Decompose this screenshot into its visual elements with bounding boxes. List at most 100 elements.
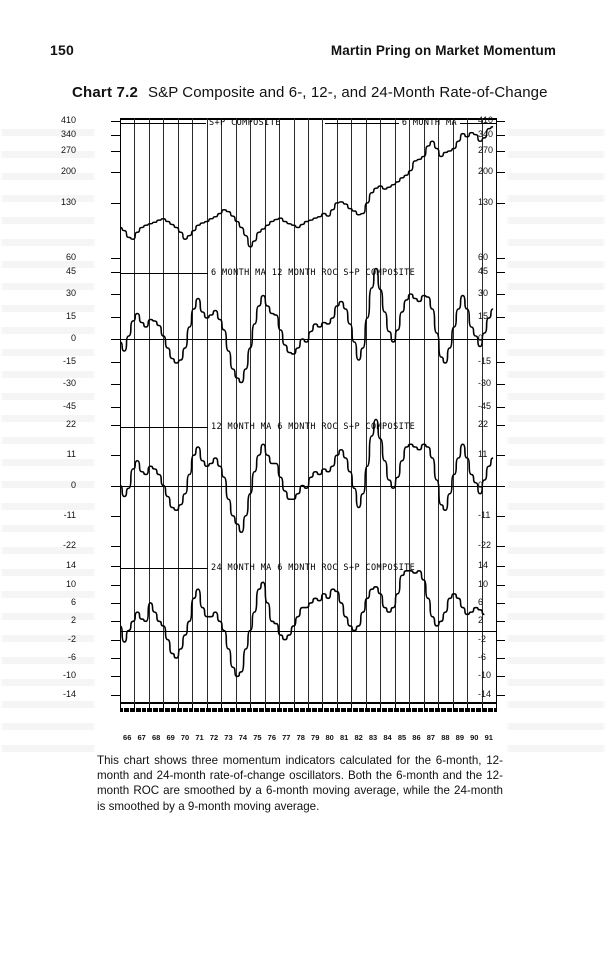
- chart-caption: This chart shows three momentum indicato…: [97, 754, 503, 813]
- chart-title-text: S&P Composite and 6-, 12-, and 24-Month …: [148, 84, 548, 101]
- y-tick-label: -2: [67, 633, 76, 644]
- y-tick-label: -30: [62, 378, 76, 388]
- y-tick-label: 200: [60, 166, 76, 177]
- x-tick-label: 72: [209, 733, 219, 742]
- vertical-gridlines: [120, 118, 496, 704]
- tick-marks-right: [496, 114, 505, 712]
- y-axis-labels-left: 410 340 270 200 130 60 45 30 15 0 -15 -30 -45 22 11 0 -1…: [54, 114, 84, 712]
- x-tick-label: 88: [441, 733, 450, 742]
- y-tick-label: 340: [478, 128, 494, 139]
- y-tick-label: -15: [478, 355, 492, 366]
- x-tick-label: 76: [267, 733, 277, 742]
- y-tick-label: 45: [478, 265, 489, 276]
- y-tick-label: -30: [478, 378, 492, 388]
- x-tick-label: 87: [426, 733, 436, 742]
- y-tick-label: 10: [65, 578, 76, 589]
- page-header: 150 Martin Pring on Market Momentum: [50, 42, 556, 62]
- x-axis-year-labels: 66 67 68 69 70 71 72 73 74 75 76 77 78 79 80 81 82 83 84 85…: [120, 733, 496, 747]
- y-axis-labels-right: 410 340 270 200 130 60 45 30 15 0 -15 -30 -45 22 11 0 -1…: [468, 114, 502, 712]
- y-tick-label: -14: [62, 688, 76, 699]
- y-tick-label: 340: [60, 128, 76, 139]
- y-tick-label: 270: [478, 145, 494, 156]
- x-tick-label: 90: [470, 733, 479, 742]
- y-tick-label: -10: [478, 670, 492, 681]
- x-tick-label: 73: [224, 733, 233, 742]
- y-tick-label: 270: [60, 145, 76, 156]
- y-tick-label: 30: [478, 288, 489, 298]
- chart-panel-12-month-ma-6-month-roc: [120, 414, 496, 557]
- legend-label: 12 MONTH MA 6 MONTH ROC S+P COMPOSITE: [211, 421, 416, 432]
- chart-panel-6-month-ma-12-month-roc: [120, 264, 496, 414]
- data-series-line: [120, 127, 493, 247]
- tick-marks-left: [111, 114, 120, 712]
- data-series-line: [120, 269, 493, 383]
- y-tick-label: 11: [478, 449, 488, 460]
- x-tick-label: 66: [123, 733, 132, 742]
- x-tick-label: 75: [253, 733, 262, 742]
- legend-label: 6 MONTH MA 12 MONTH ROC S+P COMPOSITE: [211, 268, 416, 279]
- panel-legend: 12 MONTH MA 6 MONTH ROC S+P COMPOSITE: [120, 422, 496, 432]
- y-tick-label: 10: [478, 578, 489, 589]
- y-tick-label: -22: [62, 540, 76, 550]
- y-tick-label: -11: [63, 509, 76, 520]
- y-tick-label: 2: [478, 615, 484, 626]
- running-head: Martin Pring on Market Momentum: [330, 43, 556, 58]
- x-tick-label: 82: [354, 733, 363, 742]
- month-tick-marks: [120, 704, 497, 712]
- x-tick-label: 86: [412, 733, 421, 742]
- y-tick-label: 6: [478, 596, 484, 607]
- y-tick-label: 60: [65, 251, 76, 262]
- chart-plot-area: S+P COMPOSITE 6 MONTH MA 6 MONTH MA 12 MON…: [111, 114, 505, 712]
- y-tick-label: 22: [478, 419, 489, 429]
- x-tick-label: 84: [383, 733, 392, 742]
- x-tick-label: 77: [282, 733, 291, 742]
- y-tick-label: 200: [478, 166, 494, 177]
- x-tick-label: 74: [238, 733, 248, 742]
- page-showthrough-right: [506, 120, 606, 760]
- x-tick-label: 80: [325, 733, 334, 742]
- y-tick-label: 6: [70, 596, 76, 607]
- chart-figure: S+P COMPOSITE 6 MONTH MA 6 MONTH MA 12 MON…: [61, 114, 518, 754]
- y-tick-label: 11: [66, 449, 76, 460]
- legend-label: 24 MONTH MA 6 MONTH ROC S+P COMPOSITE: [211, 562, 416, 573]
- x-tick-label: 78: [296, 733, 305, 742]
- y-tick-label: 45: [65, 265, 76, 276]
- y-tick-label: -45: [478, 400, 492, 411]
- x-tick-label: 70: [180, 733, 190, 742]
- y-tick-label: 30: [65, 288, 76, 298]
- x-tick-label: 69: [166, 733, 175, 742]
- x-tick-label: 81: [339, 733, 349, 742]
- y-tick-label: 14: [65, 560, 76, 571]
- data-series-line: [120, 420, 493, 533]
- y-tick-label: 410: [478, 115, 494, 126]
- x-tick-label: 68: [151, 733, 161, 742]
- y-tick-label: 15: [65, 310, 76, 321]
- y-tick-label: 14: [478, 560, 489, 571]
- zero-reference-line: [120, 485, 496, 487]
- x-tick-label: 83: [368, 733, 378, 742]
- x-tick-label: 85: [397, 733, 407, 742]
- zero-reference-line: [120, 339, 496, 340]
- y-tick-label: 130: [60, 196, 76, 207]
- y-tick-label: -6: [67, 652, 76, 663]
- data-series-line: [120, 571, 484, 677]
- chart-number: Chart 7.2: [72, 84, 138, 101]
- chart-title: Chart 7.2 S&P Composite and 6-, 12-, and …: [72, 84, 552, 101]
- y-tick-label: 410: [60, 115, 76, 126]
- panel-legend: S+P COMPOSITE 6 MONTH MA: [120, 118, 496, 128]
- axis-spine-left: [120, 118, 121, 704]
- y-tick-label: 0: [70, 333, 76, 343]
- axis-spine-right: [496, 118, 497, 704]
- y-tick-label: 130: [478, 196, 494, 207]
- y-tick-label: -10: [62, 670, 76, 681]
- y-tick-label: -14: [478, 688, 492, 699]
- panel-legend: 24 MONTH MA 6 MONTH ROC S+P COMPOSITE: [120, 563, 496, 573]
- y-tick-label: -45: [62, 400, 76, 411]
- y-tick-label: 15: [478, 310, 489, 321]
- zero-reference-line: [120, 630, 496, 632]
- legend-label: 6 MONTH MA: [401, 118, 457, 129]
- page-number: 150: [50, 42, 74, 58]
- x-tick-label: 79: [311, 733, 320, 742]
- x-tick-label: 89: [455, 733, 465, 742]
- y-tick-label: -11: [478, 509, 491, 520]
